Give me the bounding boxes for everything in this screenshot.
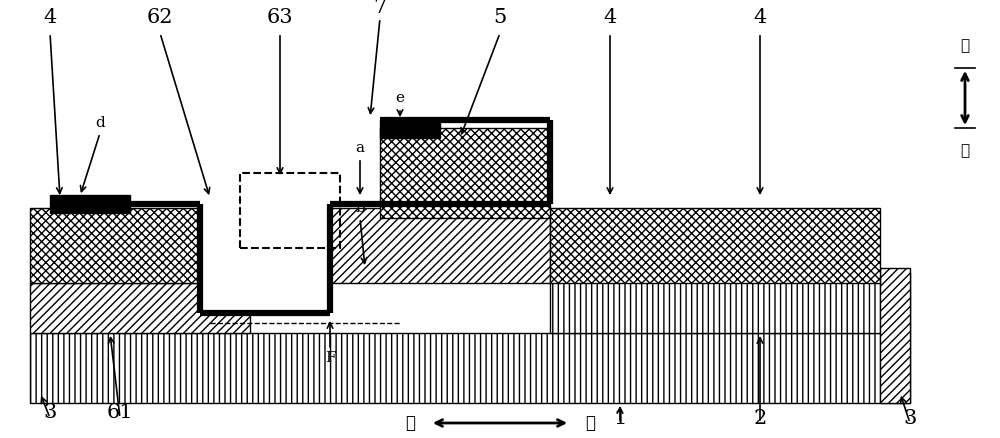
Bar bbox=[30, 208, 200, 283]
Text: 5: 5 bbox=[493, 8, 507, 28]
Text: 63: 63 bbox=[267, 8, 293, 28]
Text: d: d bbox=[95, 116, 105, 130]
Text: 上: 上 bbox=[960, 38, 970, 53]
Bar bbox=[380, 128, 550, 218]
Text: 1: 1 bbox=[613, 409, 627, 427]
Text: 2: 2 bbox=[753, 409, 767, 427]
Text: 下: 下 bbox=[960, 143, 970, 158]
Bar bbox=[380, 120, 440, 138]
Text: 7: 7 bbox=[373, 0, 387, 18]
Bar bbox=[30, 283, 250, 333]
Text: 62: 62 bbox=[147, 8, 173, 28]
Text: 左: 左 bbox=[405, 414, 415, 432]
Bar bbox=[550, 208, 880, 283]
Text: a: a bbox=[356, 141, 364, 155]
Bar bbox=[30, 333, 910, 403]
Text: c: c bbox=[226, 256, 234, 270]
Text: 右: 右 bbox=[585, 414, 595, 432]
Text: 4: 4 bbox=[603, 8, 617, 28]
Text: 3: 3 bbox=[43, 403, 57, 423]
Bar bbox=[240, 173, 340, 248]
Bar bbox=[880, 268, 910, 403]
Text: 61: 61 bbox=[107, 403, 133, 423]
Text: 4: 4 bbox=[753, 8, 767, 28]
Polygon shape bbox=[203, 207, 327, 310]
Bar bbox=[200, 208, 550, 283]
Text: 4: 4 bbox=[43, 8, 57, 28]
Text: b: b bbox=[355, 201, 365, 215]
Bar bbox=[50, 195, 130, 213]
Text: e: e bbox=[396, 91, 404, 105]
Text: 3: 3 bbox=[903, 409, 917, 427]
Text: F: F bbox=[325, 351, 335, 365]
Bar bbox=[550, 273, 910, 333]
